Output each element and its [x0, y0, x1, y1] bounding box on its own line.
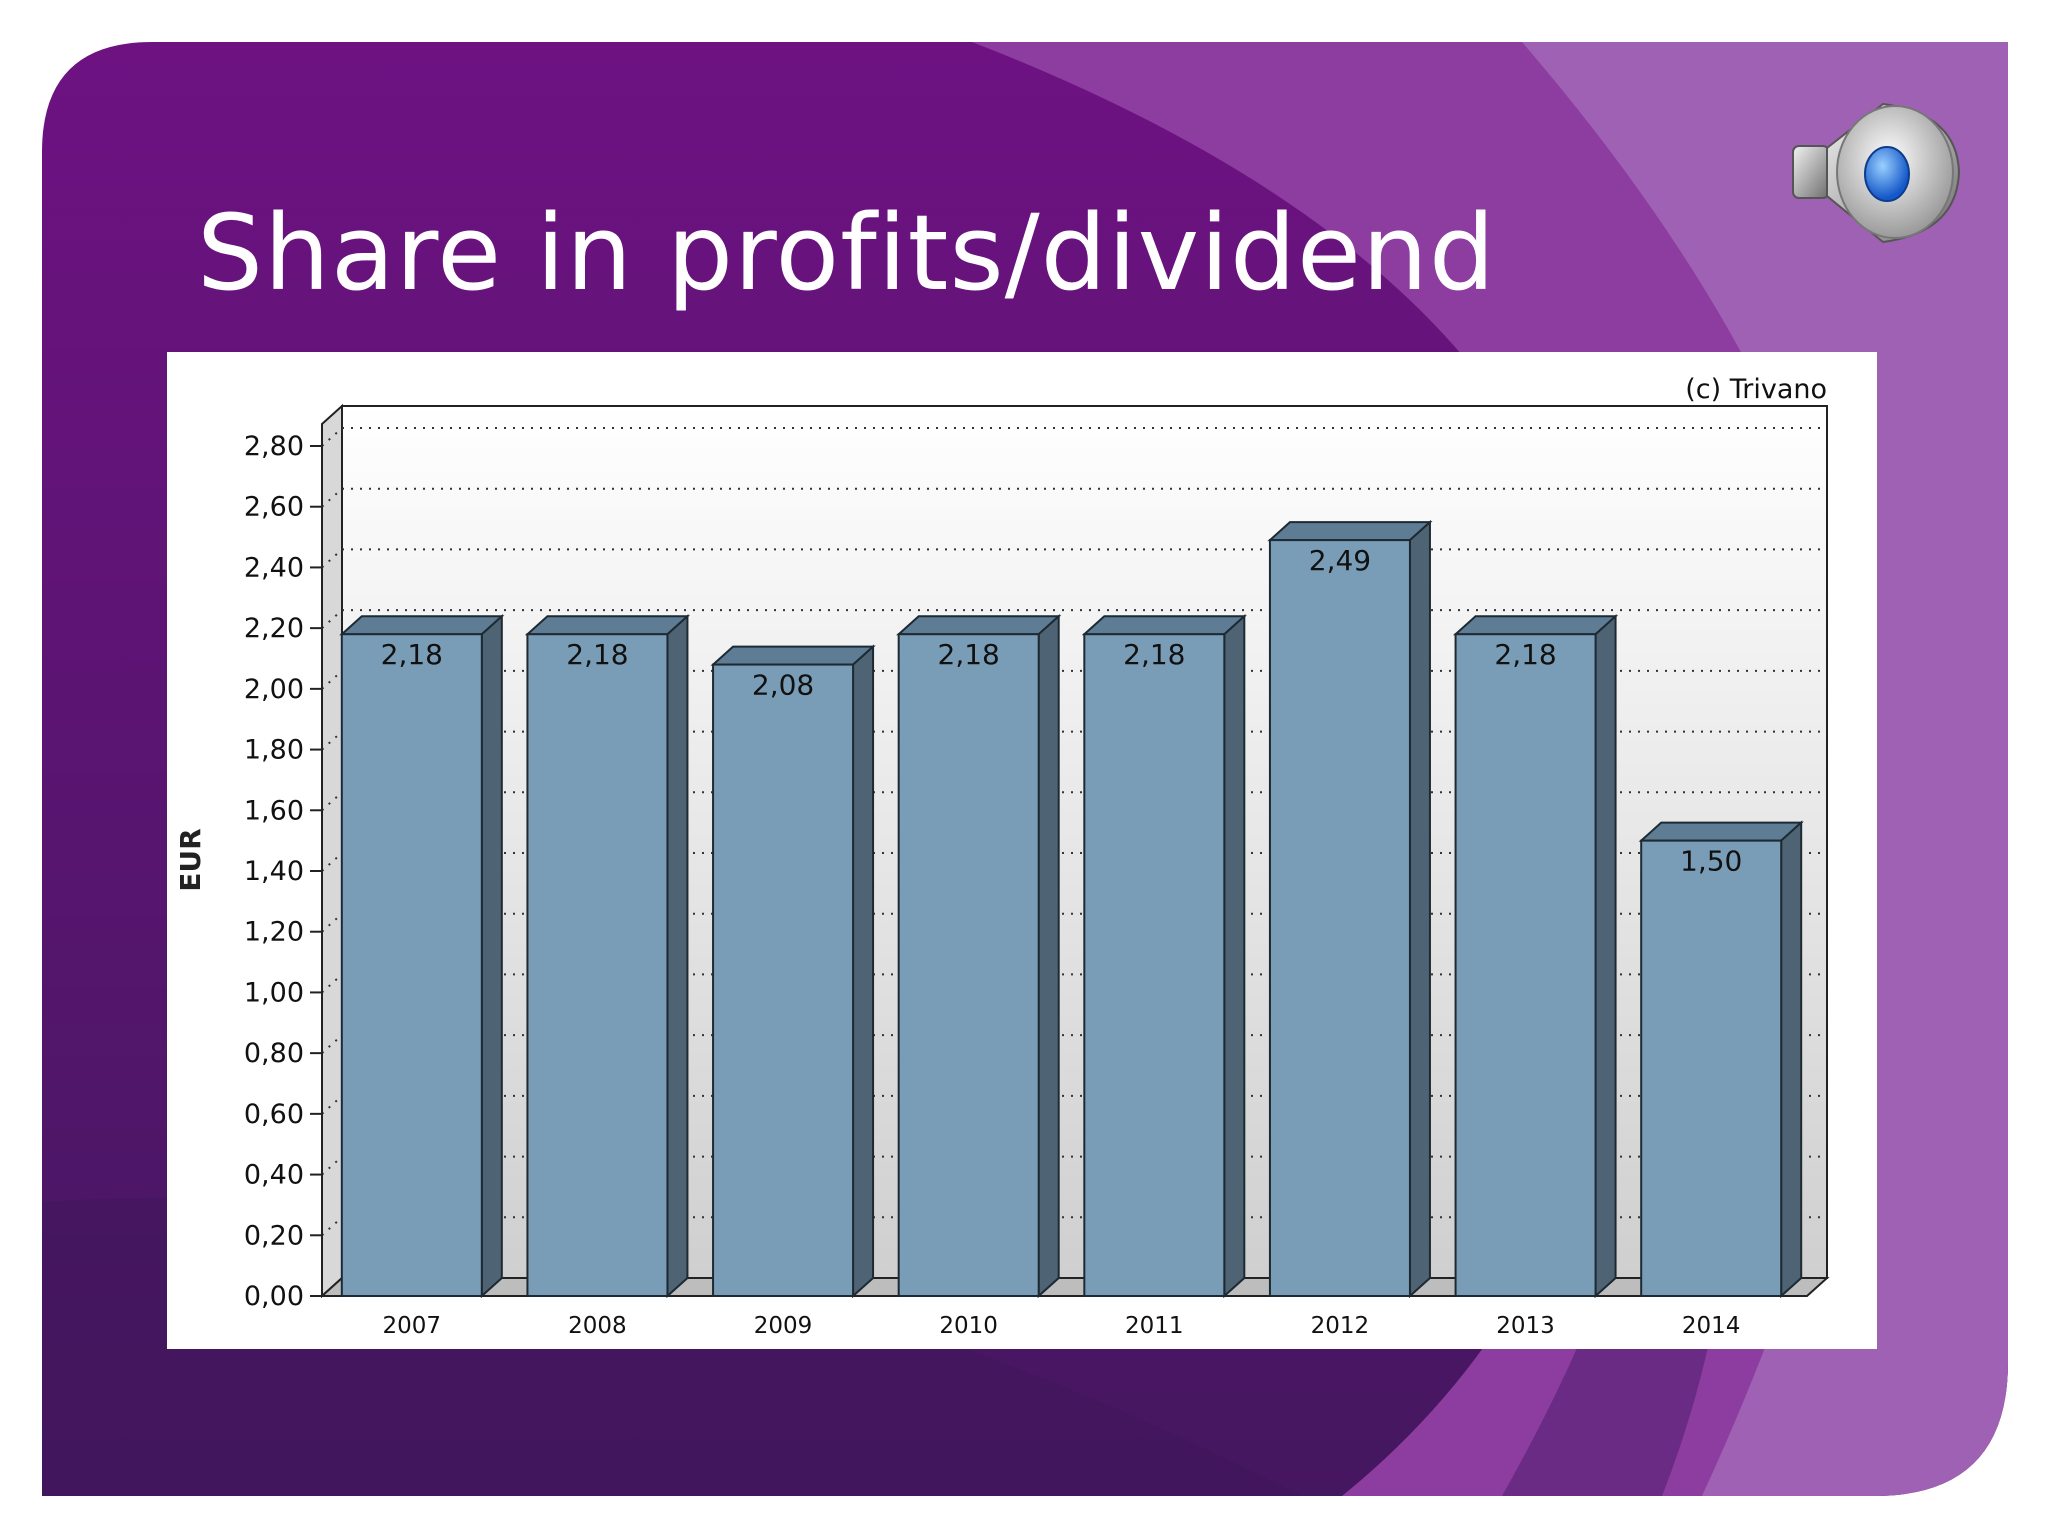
bar — [339, 613, 505, 1299]
bar-top — [710, 645, 876, 666]
bar — [524, 613, 691, 1299]
y-tick-label: 0,20 — [244, 1220, 304, 1251]
slide: Share in profits/dividend — [42, 42, 2008, 1496]
bar-front — [1083, 633, 1226, 1297]
bar-side — [1780, 820, 1803, 1299]
bar — [1267, 519, 1433, 1299]
bar-front — [897, 633, 1040, 1297]
bar — [1452, 613, 1619, 1299]
bar-front — [1454, 633, 1597, 1297]
bar-top — [1081, 615, 1247, 636]
bar-data-label: 2,49 — [1309, 544, 1371, 577]
y-tick-label: 1,80 — [244, 735, 304, 766]
copyright-label: (c) Trivano — [1685, 374, 1827, 405]
x-tick-label: 2009 — [754, 1313, 813, 1339]
y-tick-label: 2,20 — [244, 613, 304, 644]
y-tick-label: 0,40 — [244, 1160, 304, 1191]
x-tick-label: 2010 — [939, 1313, 998, 1339]
bar-side — [1594, 613, 1617, 1299]
y-tick-label: 2,40 — [244, 552, 304, 583]
bar-side — [1408, 519, 1431, 1299]
chart-panel: 0,00 0,20 0,40 0,60 0,80 1,00 1,20 1,40 1,60 1,80… — [167, 352, 1877, 1349]
x-tick-label: 2007 — [383, 1313, 442, 1339]
bar-data-label: 2,18 — [1123, 638, 1185, 671]
bar — [896, 613, 1062, 1299]
bar-top — [339, 615, 505, 636]
bar-front — [526, 633, 669, 1297]
x-tick-label: 2012 — [1311, 1313, 1370, 1339]
y-tick-label: 2,60 — [244, 492, 304, 523]
y-tick-label: 1,00 — [244, 977, 304, 1008]
bar — [710, 644, 876, 1299]
bar-data-label: 2,08 — [752, 669, 814, 702]
bar-side — [1223, 613, 1246, 1299]
plot-left-wall — [321, 403, 343, 1299]
y-tick-label: 0,60 — [244, 1099, 304, 1130]
y-tick-label: 1,20 — [244, 917, 304, 948]
bar — [1638, 820, 1804, 1299]
bar-data-label: 1,50 — [1680, 845, 1742, 878]
x-tick-label: 2013 — [1496, 1313, 1555, 1339]
bar-top — [1267, 521, 1433, 542]
bar-top — [1452, 615, 1619, 636]
x-tick-label: 2008 — [568, 1313, 627, 1339]
y-tick-label: 2,00 — [244, 674, 304, 705]
bar-chart: 0,00 0,20 0,40 0,60 0,80 1,00 1,20 1,40 1,60 1,80… — [174, 374, 1830, 1339]
y-tick-label: 0,80 — [244, 1038, 304, 1069]
bar-data-label: 2,18 — [381, 638, 443, 671]
bar-data-label: 2,18 — [938, 638, 1000, 671]
bar-data-label: 2,18 — [1494, 638, 1556, 671]
bar-top — [896, 615, 1062, 636]
y-tick-label: 1,40 — [244, 856, 304, 887]
x-tick-label: 2011 — [1125, 1313, 1184, 1339]
bar-side — [666, 613, 689, 1299]
bar-side — [480, 613, 503, 1299]
slide-title: Share in profits/dividend — [197, 192, 1496, 314]
bar — [1081, 613, 1247, 1299]
bar-side — [1037, 613, 1060, 1299]
y-tick-label: 2,80 — [244, 431, 304, 462]
bar-front — [712, 663, 855, 1298]
y-tick-label: 0,00 — [244, 1281, 304, 1312]
y-axis-title: EUR — [174, 828, 207, 891]
bar-top — [1638, 821, 1804, 842]
bar-top — [524, 615, 691, 636]
x-tick-label: 2014 — [1682, 1313, 1741, 1339]
bar-front — [340, 633, 483, 1297]
bar-front — [1640, 839, 1783, 1297]
speaker-icon[interactable] — [1787, 84, 1967, 259]
bar-data-label: 2,18 — [566, 638, 628, 671]
y-tick-label: 1,60 — [244, 795, 304, 826]
bar-front — [1268, 539, 1411, 1298]
bar-side — [852, 644, 875, 1299]
